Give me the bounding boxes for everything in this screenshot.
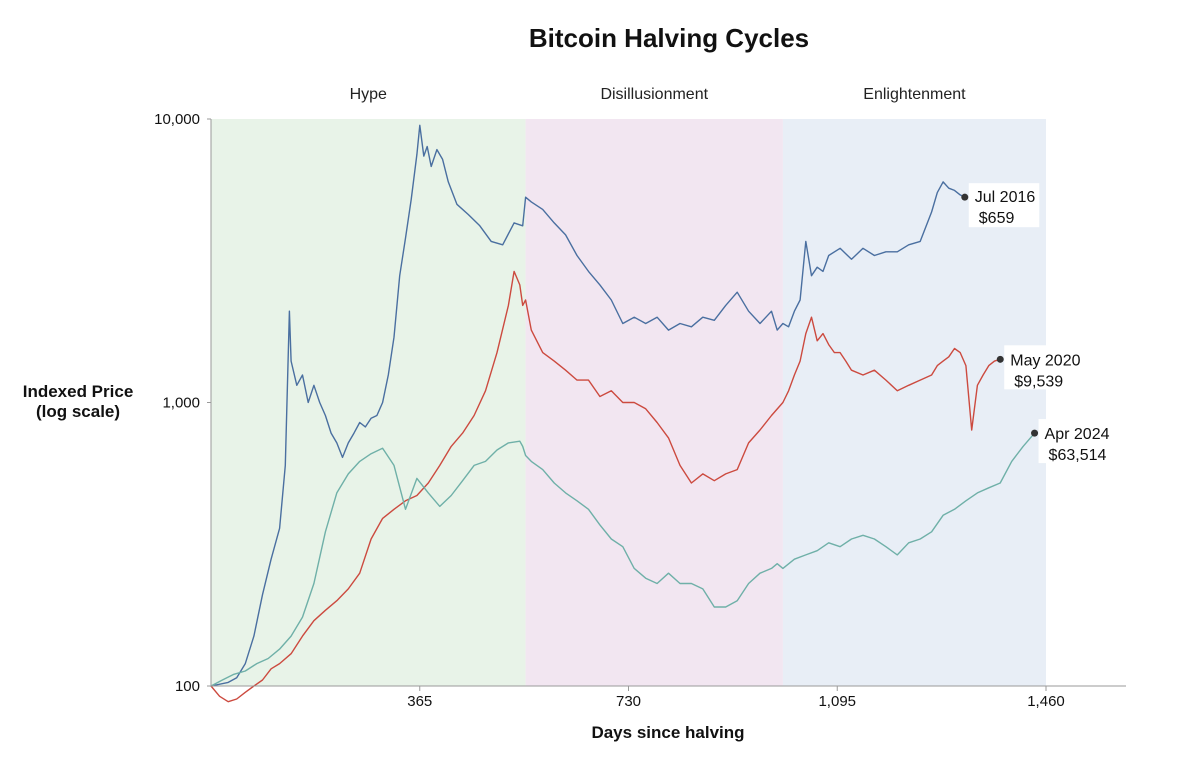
- series-end-markers: Jul 2016 $659 May 2020 $9,539 Apr 2024 $63,51…: [961, 183, 1114, 464]
- series-end-label-box: [1038, 419, 1114, 464]
- y-tick-label: 10,000: [154, 111, 200, 128]
- series-lines: [210, 124, 1036, 703]
- x-axis-title: Days since halving: [591, 723, 744, 742]
- series-line-apr-2024: [210, 432, 1036, 687]
- series-end-label-box: [968, 183, 1040, 228]
- y-tick-label: 1,000: [162, 395, 200, 412]
- phase-label-hype: Hype: [350, 86, 387, 103]
- x-tick-label: 730: [616, 693, 641, 710]
- phase-label-enlightenment: Enlightenment: [863, 86, 966, 103]
- series-end-label-box: [1004, 345, 1085, 390]
- series-end-label-name: May 2020: [1010, 352, 1080, 369]
- phase-label-disillusionment: Disillusionment: [600, 86, 708, 103]
- series-end-label-value: $659: [979, 210, 1015, 227]
- x-tick-group: 365 730 1,095 1,460: [407, 686, 1065, 710]
- phase-band-disillusionment: [525, 119, 783, 686]
- y-tick-group: 100 1,000 10,000: [154, 111, 211, 695]
- series-end-point-may-2020: [996, 355, 1004, 363]
- series-end-point-apr-2024: [1031, 429, 1039, 437]
- x-tick-label: 1,460: [1027, 693, 1065, 710]
- y-tick-label: 100: [175, 678, 200, 695]
- series-line-jul-2016: [210, 124, 966, 687]
- series-end-label-value: $63,514: [1049, 447, 1107, 464]
- x-tick-label: 365: [407, 693, 432, 710]
- series-end-point-jul-2016: [961, 193, 969, 201]
- series-line-may-2020: [210, 270, 1001, 703]
- series-end-label-name: Jul 2016: [975, 189, 1036, 206]
- series-end-label-name: Apr 2024: [1045, 426, 1110, 443]
- x-tick-label: 1,095: [818, 693, 856, 710]
- series-end-label-value: $9,539: [1014, 373, 1063, 390]
- y-axis-title-line1: Indexed Price: [23, 382, 134, 401]
- chart-title: Bitcoin Halving Cycles: [529, 23, 809, 53]
- phase-labels: Hype Disillusionment Enlightenment: [350, 86, 967, 103]
- phase-band-hype: [211, 119, 526, 686]
- phase-bands: [211, 119, 1046, 686]
- y-axis-title-line2: (log scale): [36, 402, 120, 421]
